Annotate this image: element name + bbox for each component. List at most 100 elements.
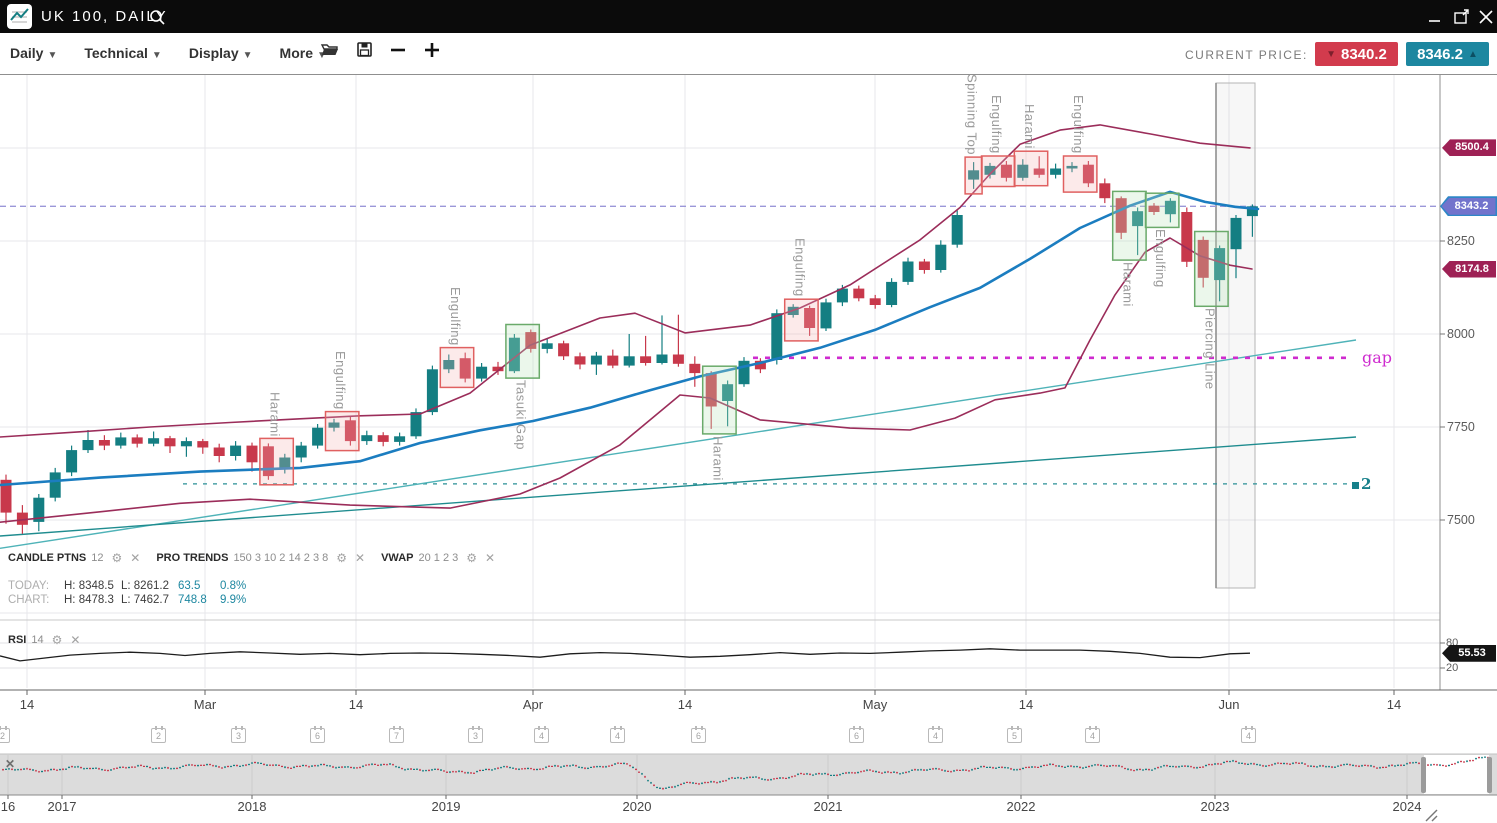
today-stats-row: TODAY: H: 8348.5 L: 8261.2 63.5 0.8%	[8, 580, 247, 592]
chart-stats-row: CHART: H: 8478.3 L: 7462.7 748.8 9.9%	[8, 594, 247, 606]
x-axis-tick-label: Mar	[193, 697, 217, 712]
navigator-handle-left	[1421, 757, 1426, 793]
pattern-label-engulfing: Engulfing	[792, 238, 808, 298]
calendar-event-icon[interactable]: 4	[928, 726, 943, 743]
upper-band-line	[0, 124, 1251, 438]
calendar-event-icon[interactable]: 2	[0, 726, 10, 743]
calendar-event-icon[interactable]: 4	[1085, 726, 1100, 743]
remove-indicator-icon[interactable]: ✕	[355, 551, 366, 565]
more-dropdown[interactable]: More ▼	[279, 45, 327, 61]
zoom-out-icon[interactable]	[389, 41, 407, 58]
popout-button[interactable]	[1452, 7, 1472, 27]
today-high: H: 8348.5	[64, 580, 114, 592]
pattern-box-harami	[1111, 190, 1147, 261]
pattern-box-engulfing	[324, 410, 360, 452]
calendar-event-icon[interactable]: 3	[231, 726, 246, 743]
title-bar: UK 100, DAILY	[0, 0, 1497, 33]
indicator-bar: CANDLE PTNS 12 ⚙ ✕ PRO TRENDS 150 3 10 2…	[8, 551, 496, 565]
navigator-track	[0, 754, 1497, 795]
chart-percent: 9.9%	[220, 594, 247, 606]
pattern-label-harami: Harami	[1120, 262, 1136, 307]
price-axis-tick-label: 8250	[1447, 234, 1475, 248]
current-price-label: CURRENT PRICE:	[1185, 48, 1308, 62]
x-axis-tick-label: May	[862, 697, 888, 712]
moving-average-line	[0, 190, 1260, 487]
calendar-event-icon[interactable]: 3	[468, 726, 483, 743]
calendar-event-icon[interactable]: 4	[1241, 726, 1256, 743]
last-price-badge: 8343.2	[1440, 196, 1497, 217]
calendar-event-icon[interactable]: 6	[691, 726, 706, 743]
up-arrow-icon: ▲	[1467, 48, 1478, 60]
x-axis-tick-label: 14	[677, 697, 693, 712]
x-axis-tick-label: 14	[19, 697, 35, 712]
pattern-label-tasuki-gap: Tasuki Gap	[513, 380, 529, 451]
minimize-button[interactable]	[1425, 7, 1445, 27]
x-axis-tick-label: Jun	[1218, 697, 1240, 712]
navigator-year-label: 2017	[47, 799, 77, 814]
rsi-value-badge: 55.53	[1442, 644, 1496, 662]
buy-price-button[interactable]: 8346.2 ▲	[1406, 42, 1489, 66]
pattern-box-harami	[701, 365, 737, 435]
technical-dropdown[interactable]: Technical ▼	[84, 45, 162, 61]
navigator-year-label: 2023	[1200, 799, 1230, 814]
chart-app-icon	[7, 4, 32, 29]
calendar-event-icon[interactable]: 6	[310, 726, 325, 743]
pattern-box-engulfing	[1144, 192, 1180, 229]
calendar-event-icon[interactable]: 4	[534, 726, 549, 743]
buy-price: 8346.2	[1417, 45, 1463, 63]
pattern-box-tasuki-gap	[505, 323, 541, 379]
calendar-event-icon[interactable]: 4	[610, 726, 625, 743]
sell-price-button[interactable]: ▼ 8340.2	[1315, 42, 1398, 66]
navigator-year-label: 16	[0, 799, 16, 814]
price-axis-tick-label: 8000	[1447, 327, 1475, 341]
close-button[interactable]	[1476, 7, 1496, 27]
gear-icon[interactable]: ⚙	[336, 551, 348, 565]
candlestick-layer	[0, 156, 1258, 534]
gear-icon[interactable]: ⚙	[111, 551, 123, 565]
remove-indicator-icon[interactable]: ✕	[70, 633, 81, 647]
display-dropdown[interactable]: Display ▼	[188, 45, 253, 61]
calendar-event-icon[interactable]: 5	[1007, 726, 1022, 743]
pattern-box-harami	[1013, 150, 1049, 187]
rsi-indicator: RSI	[8, 634, 27, 646]
navigator-close-icon[interactable]: ✕	[5, 757, 16, 771]
remove-indicator-icon[interactable]: ✕	[485, 551, 496, 565]
x-axis-tick-label: Apr	[522, 697, 544, 712]
open-folder-icon[interactable]	[320, 41, 340, 58]
timeframe-dropdown[interactable]: Daily ▼	[10, 45, 58, 61]
x-axis-tick-label: 14	[1018, 697, 1034, 712]
zoom-in-icon[interactable]	[423, 41, 441, 58]
last-price-badge-value: 8343.2	[1441, 197, 1496, 215]
search-icon[interactable]	[149, 9, 166, 26]
pattern-label-harami: Harami	[1022, 104, 1037, 150]
calendar-event-icon[interactable]: 2	[151, 726, 166, 743]
pattern-label-piercing-line: Piercing Line	[1202, 308, 1218, 390]
gear-icon[interactable]: ⚙	[466, 551, 478, 565]
resize-grip-icon	[1425, 809, 1438, 822]
pattern-box-harami	[259, 437, 295, 486]
gear-icon[interactable]: ⚙	[51, 633, 63, 647]
lower-band-line	[0, 237, 1253, 524]
sell-price: 8340.2	[1341, 45, 1387, 63]
save-icon[interactable]	[356, 41, 373, 58]
navigator-candles	[2, 756, 1492, 790]
today-low: L: 8261.2	[121, 580, 169, 592]
chevron-down-icon: ▼	[317, 50, 327, 61]
pattern-box-piercing-line	[1193, 230, 1229, 308]
chevron-down-icon: ▼	[47, 50, 58, 61]
remove-indicator-icon[interactable]: ✕	[130, 551, 141, 565]
calendar-event-icon[interactable]: 7	[389, 726, 404, 743]
pattern-box-engulfing	[439, 346, 475, 389]
today-range: 63.5	[178, 580, 201, 592]
price-axis-tick-label: 7500	[1447, 513, 1475, 527]
level2-annotation-label: 2	[1352, 475, 1371, 493]
x-axis-tick-label: 14	[348, 697, 364, 712]
calendar-event-icon[interactable]: 6	[849, 726, 864, 743]
rsi-indicator-bar: RSI 14 ⚙ ✕	[8, 633, 81, 647]
candle-patterns-indicator: CANDLE PTNS	[8, 552, 87, 564]
today-percent: 0.8%	[220, 580, 247, 592]
pattern-label-harami: Harami	[710, 435, 726, 481]
window-title: UK 100, DAILY	[41, 8, 168, 25]
